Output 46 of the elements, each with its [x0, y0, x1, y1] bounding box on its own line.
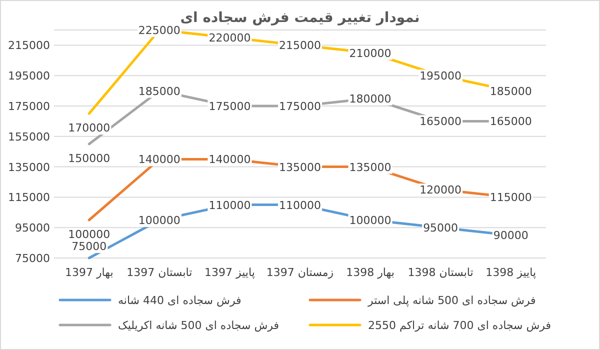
- data-label: 100000: [68, 228, 110, 241]
- data-label: 110000: [279, 198, 321, 212]
- data-label: 175000: [279, 100, 321, 113]
- data-label: 135000: [349, 160, 392, 174]
- data-label: 170000: [68, 122, 110, 135]
- data-label: 100000: [138, 214, 180, 227]
- chart-title: نمودار تغییر قیمت فرش سجاده ای: [180, 10, 420, 26]
- y-tick-label: 175000: [8, 100, 50, 113]
- x-tick-label: تابستان 1398: [408, 266, 474, 279]
- data-label: 165000: [420, 115, 462, 128]
- data-label: 100000: [349, 214, 392, 227]
- data-label: 180000: [349, 92, 392, 106]
- data-label: 165000: [490, 115, 532, 128]
- legend-label: فرش سجاده ای 500 شانه پلی استر: [367, 294, 536, 307]
- y-tick-label: 75000: [15, 252, 50, 265]
- y-tick-label: 135000: [8, 160, 50, 174]
- data-label: 150000: [68, 152, 110, 165]
- data-label: 225000: [138, 24, 180, 37]
- data-label: 220000: [208, 32, 251, 45]
- data-label: 120000: [420, 184, 462, 197]
- x-tick-label: تابستان 1397: [126, 266, 192, 279]
- data-label: 140000: [208, 153, 251, 166]
- data-label: 185000: [138, 84, 180, 98]
- legend-label: فرش سجاده ای 440 شانه: [118, 294, 242, 307]
- data-label: 75000: [72, 240, 107, 253]
- x-tick-label: بهار 1397: [64, 266, 114, 279]
- data-label: 140000: [138, 153, 180, 166]
- y-tick-label: 115000: [8, 191, 50, 204]
- data-label: 195000: [420, 70, 462, 83]
- data-label: 115000: [490, 191, 532, 204]
- x-tick-label: بهار 1398: [346, 266, 394, 279]
- data-label: 175000: [208, 100, 251, 113]
- legend-label: فرش سجاده ای 500 شانه اکریلیک: [118, 319, 280, 332]
- x-tick-label: پاییز 1398: [486, 266, 536, 279]
- y-tick-label: 215000: [8, 39, 50, 52]
- x-tick-label: زمستان 1397: [266, 266, 334, 279]
- legend-label: فرش سجاده ای 700 شانه تراکم 2550: [368, 319, 552, 332]
- data-label: 210000: [349, 46, 392, 60]
- data-label: 135000: [279, 160, 321, 174]
- y-tick-label: 195000: [8, 70, 50, 83]
- data-label: 185000: [490, 84, 532, 98]
- y-tick-label: 95000: [15, 222, 50, 235]
- data-label: 110000: [208, 198, 251, 212]
- data-label: 215000: [279, 39, 321, 52]
- y-tick-label: 155000: [8, 130, 50, 144]
- x-tick-label: پاییز 1397: [204, 266, 255, 279]
